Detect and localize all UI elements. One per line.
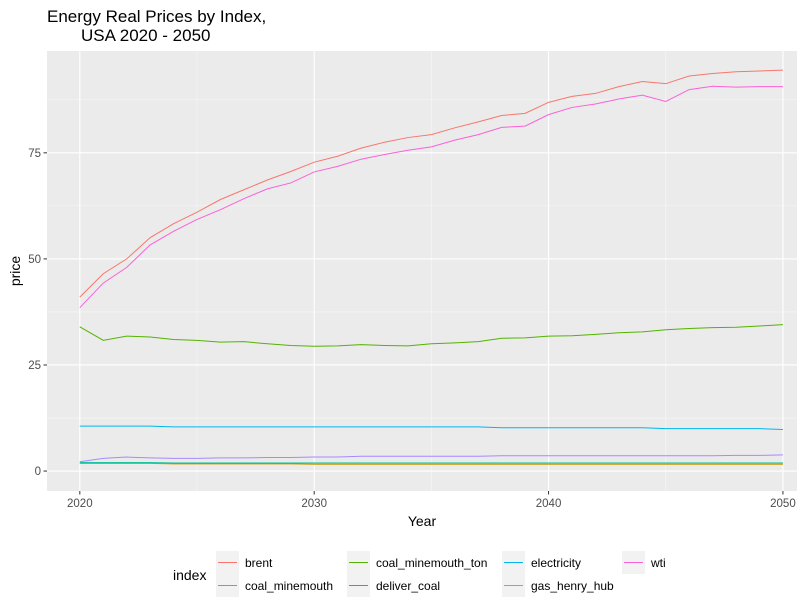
legend-label: wti [650, 556, 666, 570]
y-tick-label: 50 [28, 254, 41, 266]
x-tick-label: 2050 [770, 498, 796, 510]
chart-title-line-2: USA 2020 - 2050 [81, 26, 210, 45]
series-line-coal-minemouth-ton [79, 324, 783, 347]
minor-gridlines [47, 51, 797, 491]
y-tick-label: 0 [35, 466, 41, 478]
series-line-gas-henry-hub [79, 454, 783, 463]
series-line-wti [79, 85, 783, 309]
legend-item-gas-henry-hub: gas_henry_hub [502, 574, 614, 597]
x-tick-label: 2030 [301, 498, 327, 510]
chart-title: Energy Real Prices by Index, USA 2020 - … [47, 7, 266, 45]
x-axis-title: Year [408, 513, 437, 529]
legend-label: brent [245, 556, 273, 570]
legend-item-electricity: electricity [502, 551, 581, 574]
legend-title: index [173, 567, 206, 583]
y-tick-labels: 0 25 50 75 [28, 148, 41, 478]
y-axis-title: price [7, 256, 23, 287]
series-lines [79, 69, 783, 465]
x-tick-label: 2020 [67, 498, 93, 510]
legend-item-brent: brent [216, 551, 273, 574]
series-line-electricity [79, 425, 783, 430]
legend-label: deliver_coal [376, 579, 440, 593]
legend-label: coal_minemouth [245, 579, 333, 593]
x-tick-label: 2040 [536, 498, 562, 510]
legend-item-wti: wti [622, 551, 666, 574]
legend-label: gas_henry_hub [531, 579, 614, 593]
y-tick-label: 75 [28, 148, 41, 160]
plot-panel [47, 51, 797, 491]
series-line-brent [79, 69, 783, 298]
legend-item-coal-minemouth-ton: coal_minemouth_ton [347, 551, 487, 574]
y-tick-label: 25 [28, 360, 41, 372]
legend-item-deliver-coal: deliver_coal [347, 574, 440, 597]
legend-label: coal_minemouth_ton [376, 556, 487, 570]
legend-item-coal-minemouth: coal_minemouth [216, 574, 333, 597]
legend-label: electricity [531, 556, 581, 570]
x-tick-labels: 2020 2030 2040 2050 [67, 498, 796, 510]
chart-title-line-1: Energy Real Prices by Index, [47, 7, 266, 26]
series-line-coal-minemouth [79, 462, 783, 465]
legend: index brent coal_minemouth coal_minemouth_… [173, 551, 666, 597]
axis-ticks [43, 152, 784, 495]
major-gridlines [47, 51, 797, 491]
